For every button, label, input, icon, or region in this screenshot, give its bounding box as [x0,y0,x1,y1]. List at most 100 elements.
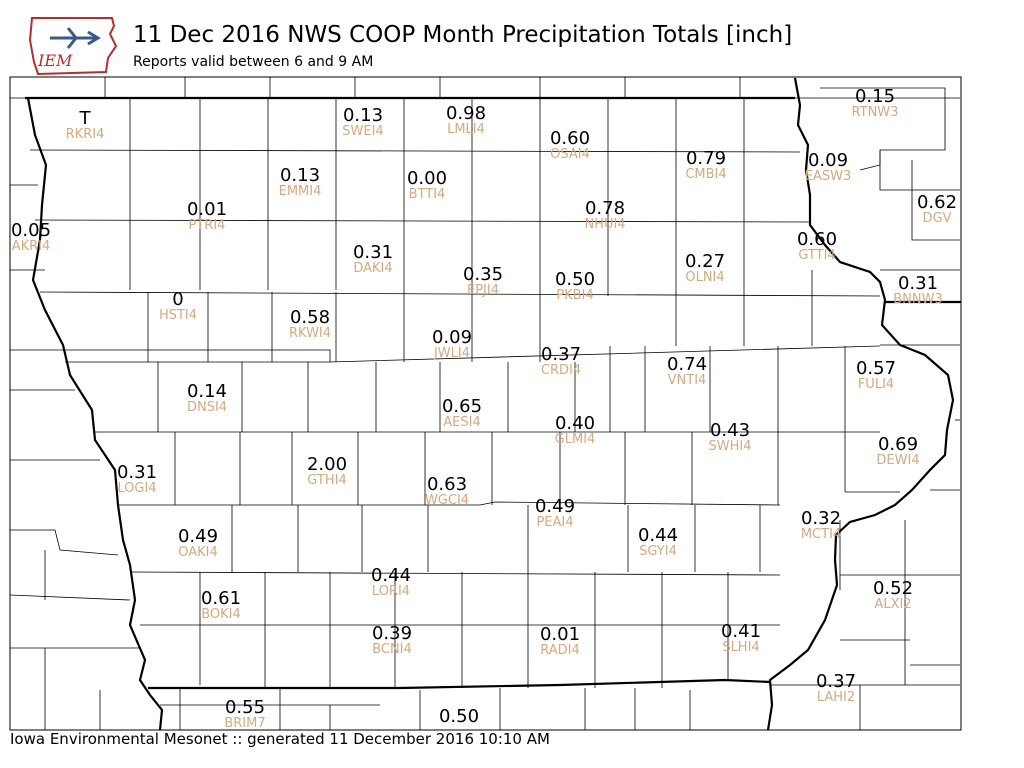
precip-value: 0.31 [898,273,938,294]
map-frame [9,76,962,731]
station-id: SLHI4 [722,640,759,655]
precip-value: 0.31 [353,242,393,263]
station-id: RADI4 [540,643,580,658]
station-id: BTTI4 [409,187,446,202]
county-lines [10,77,960,730]
precip-value: 0.69 [878,434,918,455]
precip-value: 0.50 [439,706,479,727]
precip-value: T [79,108,92,129]
precip-value: 0.31 [117,462,157,483]
precip-value: 0.01 [540,624,580,645]
station-id: AKRI4 [12,239,51,254]
station-id: SWHI4 [709,439,752,454]
precip-value: 0.44 [638,525,678,546]
station-plot: 0.50 [439,706,479,727]
station-id: LORI4 [372,584,410,599]
station-id: BNNW3 [893,292,943,307]
station-id: PKBI4 [556,288,593,303]
map-subtitle: Reports valid between 6 and 9 AM [133,54,374,70]
station-id: SGYI4 [639,544,677,559]
station-id: EPJI4 [467,283,499,298]
precip-value: 0.35 [463,264,503,285]
station-id: DGV [923,211,952,226]
station-id: CMBI4 [685,167,726,182]
station-id: PEAI4 [536,515,573,530]
precip-value: 0.01 [187,199,227,220]
precip-value: 0.00 [407,168,447,189]
station-id: PTRI4 [189,218,226,233]
station-id: RKWI4 [289,326,331,341]
precip-value: 0.74 [667,354,707,375]
precip-value: 0.15 [855,86,895,107]
precip-value: 0.43 [710,420,750,441]
precip-value: 0.63 [427,474,467,495]
station-id: FULI4 [858,377,894,392]
precip-value: 0.52 [873,578,913,599]
precip-value: 0.79 [686,148,726,169]
station-id: OAKI4 [178,545,218,560]
station-id: BRIM7 [224,716,265,731]
precip-value: 0.50 [555,269,595,290]
station-id: MCTI4 [801,527,841,542]
precip-value: 0.58 [290,307,330,328]
station-id: ALXI2 [874,597,911,612]
station-id: NHUI4 [584,217,625,232]
station-id: VNTI4 [668,373,707,388]
precip-value: 2.00 [307,454,347,475]
precip-value: 0.65 [442,396,482,417]
precip-value: 0.39 [372,623,412,644]
station-id: SWEI4 [342,124,383,139]
station-id: HSTI4 [159,308,197,323]
station-id: AESI4 [443,415,480,430]
precip-value: 0.40 [555,413,595,434]
station-id: DEWI4 [876,453,919,468]
iowa-outline-icon [28,17,118,76]
station-id: EMMI4 [279,184,322,199]
station-id: GLMI4 [555,432,596,447]
station-id: EASW3 [805,169,851,184]
iem-logo: IEM [28,17,118,76]
station-id: DAKI4 [353,261,392,276]
precip-value: 0.41 [721,621,761,642]
precip-value: 0.37 [541,344,581,365]
precip-value: 0.57 [856,358,896,379]
precip-value: 0.37 [816,671,856,692]
station-id: RKRI4 [66,127,105,142]
precip-value: 0.49 [178,526,218,547]
state-borders [25,77,961,730]
precip-value: 0.60 [797,229,837,250]
precip-value: 0.49 [535,496,575,517]
precip-value: 0.13 [280,165,320,186]
precip-value: 0 [172,289,183,310]
